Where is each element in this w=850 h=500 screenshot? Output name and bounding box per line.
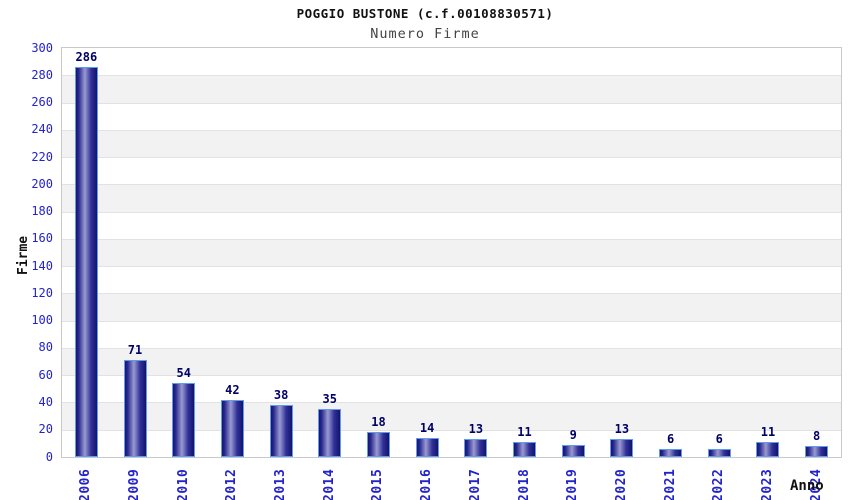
grid-band <box>62 75 841 103</box>
x-tick-label: 2021 <box>662 468 678 500</box>
bar-value-label: 8 <box>813 429 821 443</box>
bar <box>74 67 98 457</box>
bar <box>318 409 342 457</box>
grid-band <box>62 347 841 376</box>
y-tick-label: 120 <box>31 285 53 300</box>
bar-value-label: 42 <box>225 383 240 397</box>
grid-band <box>62 238 841 267</box>
bar <box>269 405 293 457</box>
x-tick-label: 2020 <box>613 468 629 500</box>
y-tick-label: 160 <box>31 231 53 246</box>
bar <box>805 446 829 457</box>
y-tick-label: 260 <box>31 95 53 110</box>
grid-band <box>62 157 841 184</box>
bar-value-label: 54 <box>176 366 191 380</box>
bar-value-label: 11 <box>760 425 776 439</box>
y-tick-label: 140 <box>31 258 53 273</box>
grid-band <box>62 102 841 130</box>
x-tick-label: 2006 <box>78 468 94 500</box>
grid-band <box>62 48 841 75</box>
x-tick-label: 2023 <box>759 468 775 500</box>
chart-subtitle: Numero Firme <box>370 26 480 42</box>
grid-band <box>62 266 841 293</box>
x-tick-label: 2017 <box>467 468 483 500</box>
grid-band <box>62 211 841 239</box>
bar-value-label: 9 <box>569 428 577 442</box>
y-tick-label: 60 <box>38 367 53 382</box>
bar <box>172 383 196 457</box>
x-tick-label: 2019 <box>565 468 581 500</box>
y-tick-label: 20 <box>38 422 53 437</box>
bar-value-label: 71 <box>127 343 143 357</box>
chart-title: POGGIO BUSTONE (c.f.00108830571) <box>296 6 554 21</box>
y-tick-label: 80 <box>38 340 53 355</box>
y-tick-label: 240 <box>31 122 53 137</box>
bar-value-label: 6 <box>715 432 723 446</box>
y-tick-label: 180 <box>31 204 53 219</box>
bar <box>707 449 731 457</box>
bar <box>756 442 780 457</box>
x-tick-label: 2012 <box>224 468 240 500</box>
bar <box>513 442 537 457</box>
y-tick-label: 280 <box>31 67 53 82</box>
bar-value-label: 11 <box>517 425 532 439</box>
x-tick-label: 2016 <box>419 468 435 500</box>
bar-value-label: 6 <box>666 432 675 446</box>
y-tick-label: 40 <box>38 394 53 409</box>
x-tick-label: 2015 <box>370 468 386 500</box>
bar <box>561 445 585 457</box>
bar <box>415 438 439 457</box>
x-tick-label: 2014 <box>321 468 337 500</box>
y-tick-label: 220 <box>31 149 53 164</box>
bar-value-label: 13 <box>614 422 630 436</box>
bar <box>123 360 147 457</box>
bar <box>366 432 390 457</box>
bar-value-label: 14 <box>419 421 435 435</box>
bar-value-label: 18 <box>371 415 386 429</box>
y-tick-label: 200 <box>31 176 53 191</box>
bar <box>464 439 488 457</box>
grid-band <box>62 429 841 457</box>
y-tick-label: 0 <box>45 449 53 464</box>
grid-band <box>62 320 841 348</box>
x-tick-label: 2013 <box>273 468 289 500</box>
y-tick-label: 100 <box>31 313 53 328</box>
grid-band <box>62 375 841 402</box>
y-tick-label: 300 <box>31 40 53 55</box>
bar-value-label: 13 <box>468 422 484 436</box>
grid-band <box>62 293 841 321</box>
x-tick-label: 2022 <box>711 468 727 500</box>
bar <box>220 400 244 457</box>
bar-value-label: 38 <box>273 388 289 402</box>
x-axis-title: Anno <box>790 478 824 494</box>
bar-value-label: 35 <box>322 392 337 406</box>
x-tick-label: 2010 <box>175 468 191 500</box>
bar <box>659 449 683 457</box>
bar <box>610 439 634 457</box>
grid-band <box>62 184 841 212</box>
x-tick-label: 2009 <box>127 468 143 500</box>
bar-value-label: 286 <box>75 50 98 64</box>
plot-area <box>61 47 842 458</box>
x-tick-label: 2018 <box>516 468 532 500</box>
grid-band <box>62 129 841 158</box>
y-axis-title: Firme <box>16 235 31 275</box>
